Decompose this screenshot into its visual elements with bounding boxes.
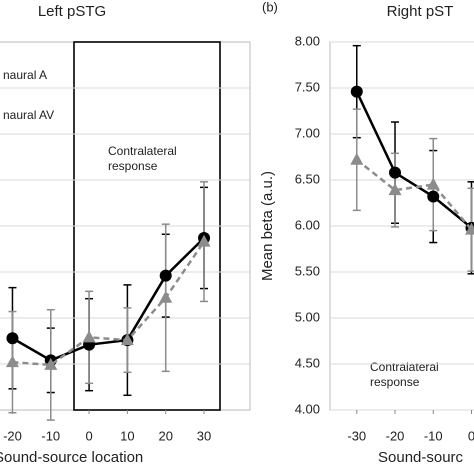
annotation: response bbox=[370, 375, 420, 389]
legend-label: naural AV bbox=[3, 108, 54, 122]
marker bbox=[120, 333, 134, 346]
y-tick-label: 6.50 bbox=[295, 171, 320, 186]
x-tick-label: 0 bbox=[85, 428, 92, 443]
x-tick-label: -20 bbox=[386, 428, 405, 443]
left-title: Left pSTG bbox=[38, 3, 106, 20]
y-tick-label: 7.00 bbox=[295, 125, 320, 140]
series-line bbox=[355, 158, 473, 231]
marker bbox=[350, 152, 364, 165]
y-tick-label: 5.00 bbox=[295, 309, 320, 324]
y-tick-label: 5.50 bbox=[295, 263, 320, 278]
x-axis-label: Sound-source location bbox=[0, 449, 143, 466]
marker bbox=[427, 190, 440, 203]
marker bbox=[5, 355, 19, 368]
marker bbox=[159, 290, 173, 303]
marker bbox=[388, 183, 402, 196]
marker bbox=[82, 330, 96, 343]
x-tick-label: 30 bbox=[197, 428, 211, 443]
annotation: Contralateral bbox=[370, 360, 439, 374]
annotation: Contralateral bbox=[108, 144, 177, 158]
marker bbox=[350, 85, 363, 98]
x-tick-label: -30 bbox=[347, 428, 366, 443]
x-tick-label: 10 bbox=[120, 428, 134, 443]
x-tick-label: 0 bbox=[468, 428, 474, 443]
y-tick-label: 7.50 bbox=[295, 79, 320, 94]
y-tick-label: 8.00 bbox=[295, 33, 320, 48]
marker bbox=[426, 177, 440, 190]
series-line bbox=[355, 91, 473, 229]
marker bbox=[44, 357, 58, 370]
series-line bbox=[12, 240, 206, 367]
x-tick-label: -10 bbox=[41, 428, 60, 443]
x-axis-label: Sound-sourc bbox=[378, 449, 464, 466]
marker bbox=[389, 166, 402, 179]
x-tick-label: -10 bbox=[424, 428, 443, 443]
annotation: response bbox=[108, 159, 158, 173]
x-tick-label: -20 bbox=[3, 428, 22, 443]
right-title: Right pST bbox=[387, 3, 454, 20]
marker bbox=[159, 269, 172, 282]
series-line bbox=[11, 237, 205, 362]
marker bbox=[6, 332, 19, 345]
y-tick-label: 6.00 bbox=[295, 217, 320, 232]
y-tick-label: 4.00 bbox=[295, 401, 320, 416]
y-tick-label: 4.50 bbox=[295, 355, 320, 370]
marker bbox=[465, 222, 474, 235]
legend-label: naural A bbox=[3, 68, 47, 82]
panel-label: (b) bbox=[262, 0, 278, 14]
y-axis-label: Mean beta (a.u.) bbox=[259, 171, 276, 281]
marker bbox=[197, 234, 211, 247]
x-tick-label: 20 bbox=[158, 428, 172, 443]
